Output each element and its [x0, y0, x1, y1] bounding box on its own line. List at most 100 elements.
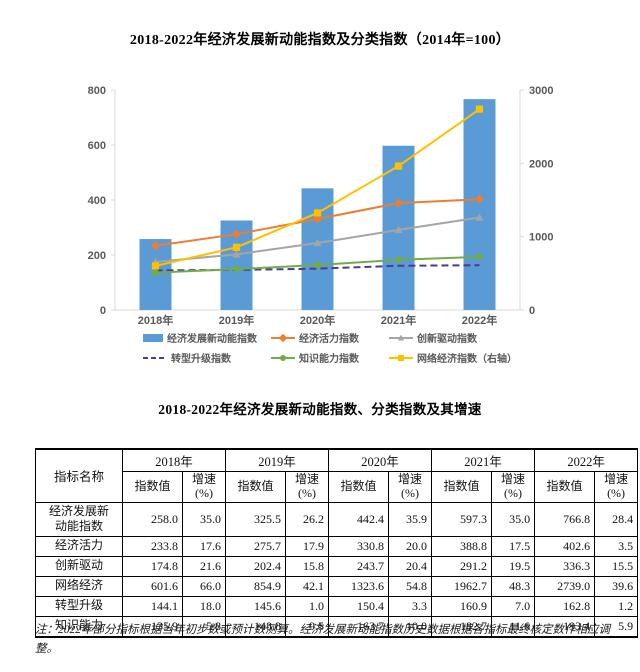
legend-label: 网络经济指数（右轴）	[417, 354, 517, 365]
table-head: 指标名称 2018年 2019年 2020年 2021年 2022年 指数值 增速 (%) 指数…	[35, 448, 639, 503]
right-axis-label: 0	[529, 305, 535, 317]
right-axis-label: 1000	[529, 232, 553, 244]
marker-square	[151, 262, 160, 270]
marker-diamond	[231, 229, 242, 239]
index-table: 指标名称 2018年 2019年 2020年 2021年 2022年 指数值 增速 (%) 指数…	[35, 448, 639, 638]
table-header-metric: 增速 (%)	[285, 471, 330, 503]
table-cell-value: 766.8	[534, 501, 596, 537]
marker-square	[394, 162, 403, 170]
marker-square	[313, 209, 322, 217]
table-cell-value: 148.8	[225, 615, 287, 638]
table-title: 2018-2022年经济发展新动能指数、分类指数及其增速	[158, 402, 482, 417]
table-header-year: 2021年	[431, 448, 536, 472]
table-cell-name: 知识能力	[35, 615, 123, 638]
table-cell-value: 35.0	[181, 501, 227, 537]
marker-circle	[395, 256, 402, 264]
table-cell-value: 174.8	[122, 555, 183, 577]
marker-diamond	[474, 194, 485, 204]
table-cell-value: 9.5	[285, 615, 330, 638]
x-axis-label: 2021年	[381, 313, 416, 327]
table-cell-value: 10.0	[388, 615, 433, 638]
marker-diamond	[150, 241, 161, 251]
table-cell-value: 18.0	[181, 595, 227, 617]
table-cell-value: 182.7	[431, 615, 493, 638]
table-cell-value: 854.9	[225, 575, 287, 597]
table-cell-value: 17.5	[491, 535, 536, 557]
table-header-year: 2022年	[534, 448, 639, 472]
table-header-metric: 指数值	[534, 471, 596, 503]
x-axis-label: 2019年	[219, 313, 254, 327]
table-cell-value: 21.6	[181, 555, 227, 577]
table-cell-value: 1323.6	[328, 575, 390, 597]
legend-item-4: 知识能力指数	[271, 350, 389, 365]
table-body: 经济发展新 动能指数 258.0 35.0 325.5 26.2 442.4 35.9 597…	[35, 501, 639, 638]
table-cell-value: 54.8	[388, 575, 433, 597]
table-row: 转型升级 144.1 18.0 145.6 1.0 150.4 3.3 160.9 7.0 162…	[35, 595, 639, 617]
table-cell-value: 202.4	[225, 555, 287, 577]
table-cell-value: 135.9	[122, 615, 183, 638]
left-axis-label: 800	[88, 85, 106, 97]
table-cell-value: 1.0	[285, 595, 330, 617]
table-cell-value: 330.8	[328, 535, 390, 557]
legend-label: 经济活力指数	[299, 334, 359, 345]
marker-square	[232, 243, 241, 251]
table-cell-value: 601.6	[122, 575, 183, 597]
bar	[301, 188, 334, 310]
legend-line-swatch-icon	[389, 353, 413, 362]
table-cell-value: 193.4	[534, 615, 596, 638]
legend-line-swatch-icon	[271, 353, 295, 362]
legend-line-icon	[143, 356, 167, 359]
legend-square-marker-icon	[398, 354, 404, 361]
table-row: 网络经济 601.6 66.0 854.9 42.1 1323.6 54.8 1962.7 48…	[35, 575, 639, 597]
table-cell-value: 597.3	[431, 501, 493, 537]
legend-item-2: 创新驱动指数	[389, 330, 574, 345]
table-header-metric: 增速 (%)	[181, 471, 227, 503]
legend-diamond-marker-icon	[278, 333, 288, 342]
marker-triangle	[475, 213, 484, 221]
marker-circle	[152, 269, 159, 277]
chart-title: 2018-2022年经济发展新动能指数及分类指数（2014年=100）	[129, 33, 511, 48]
table-cell-value: 15.5	[594, 555, 639, 577]
table-cell-value: 19.5	[491, 555, 536, 577]
table-header-year: 2018年	[121, 448, 227, 472]
table-cell-name: 转型升级	[35, 595, 123, 617]
right-axis-label: 3000	[529, 85, 553, 97]
table-header-year: 2020年	[328, 448, 433, 472]
table-cell-value: 162.8	[534, 595, 596, 617]
table-cell-value: 291.2	[431, 555, 493, 577]
table-cell-value: 275.7	[225, 535, 287, 557]
legend-label: 经济发展新动能指数	[167, 334, 257, 345]
table-cell-value: 336.3	[534, 555, 596, 577]
table-header-metric: 增速 (%)	[388, 471, 433, 503]
table-header-metric: 指数值	[225, 471, 287, 503]
legend-circle-marker-icon	[280, 354, 286, 361]
table-row: 知识能力 135.9 5.8 148.8 9.5 163.7 10.0 182.7 11.6 19…	[35, 615, 639, 638]
marker-circle	[233, 265, 240, 273]
table-header-metric: 增速 (%)	[594, 471, 639, 503]
table-cell-value: 20.0	[388, 535, 433, 557]
marker-diamond	[393, 198, 404, 208]
chart-legend: 经济发展新动能指数 经济活力指数 创新驱动指数转型升级指数 知识能力指数 网络经济指数（…	[143, 330, 574, 365]
footnote: 注：2022年部分指标根据当年初步数或预计数测算。经济发展新动能指数历史数据根据…	[35, 624, 610, 655]
legend-item-3: 转型升级指数	[143, 350, 271, 365]
table-cell-value: 325.5	[225, 501, 287, 537]
legend-label: 转型升级指数	[171, 354, 231, 365]
table-cell-value: 15.8	[285, 555, 330, 577]
x-axis-label: 2022年	[462, 313, 497, 327]
right-axis-label: 2000	[529, 158, 553, 170]
left-axis-label: 200	[88, 250, 106, 262]
legend-label: 创新驱动指数	[417, 334, 477, 345]
table-cell-name: 经济活力	[35, 535, 123, 557]
marker-circle	[476, 253, 483, 261]
table-cell-value: 17.9	[285, 535, 330, 557]
marker-triangle	[313, 238, 322, 247]
table-header-year: 2019年	[225, 448, 330, 472]
table-cell-value: 11.6	[491, 615, 536, 638]
table-cell-value: 258.0	[122, 501, 183, 537]
legend-item-1: 经济活力指数	[271, 330, 389, 345]
legend-bar-swatch-icon	[143, 333, 163, 342]
table-cell-value: 35.0	[491, 501, 536, 537]
table-row: 经济活力 233.8 17.6 275.7 17.9 330.8 20.0 388.8 17.5…	[35, 535, 639, 557]
left-axis-label: 400	[88, 195, 106, 207]
